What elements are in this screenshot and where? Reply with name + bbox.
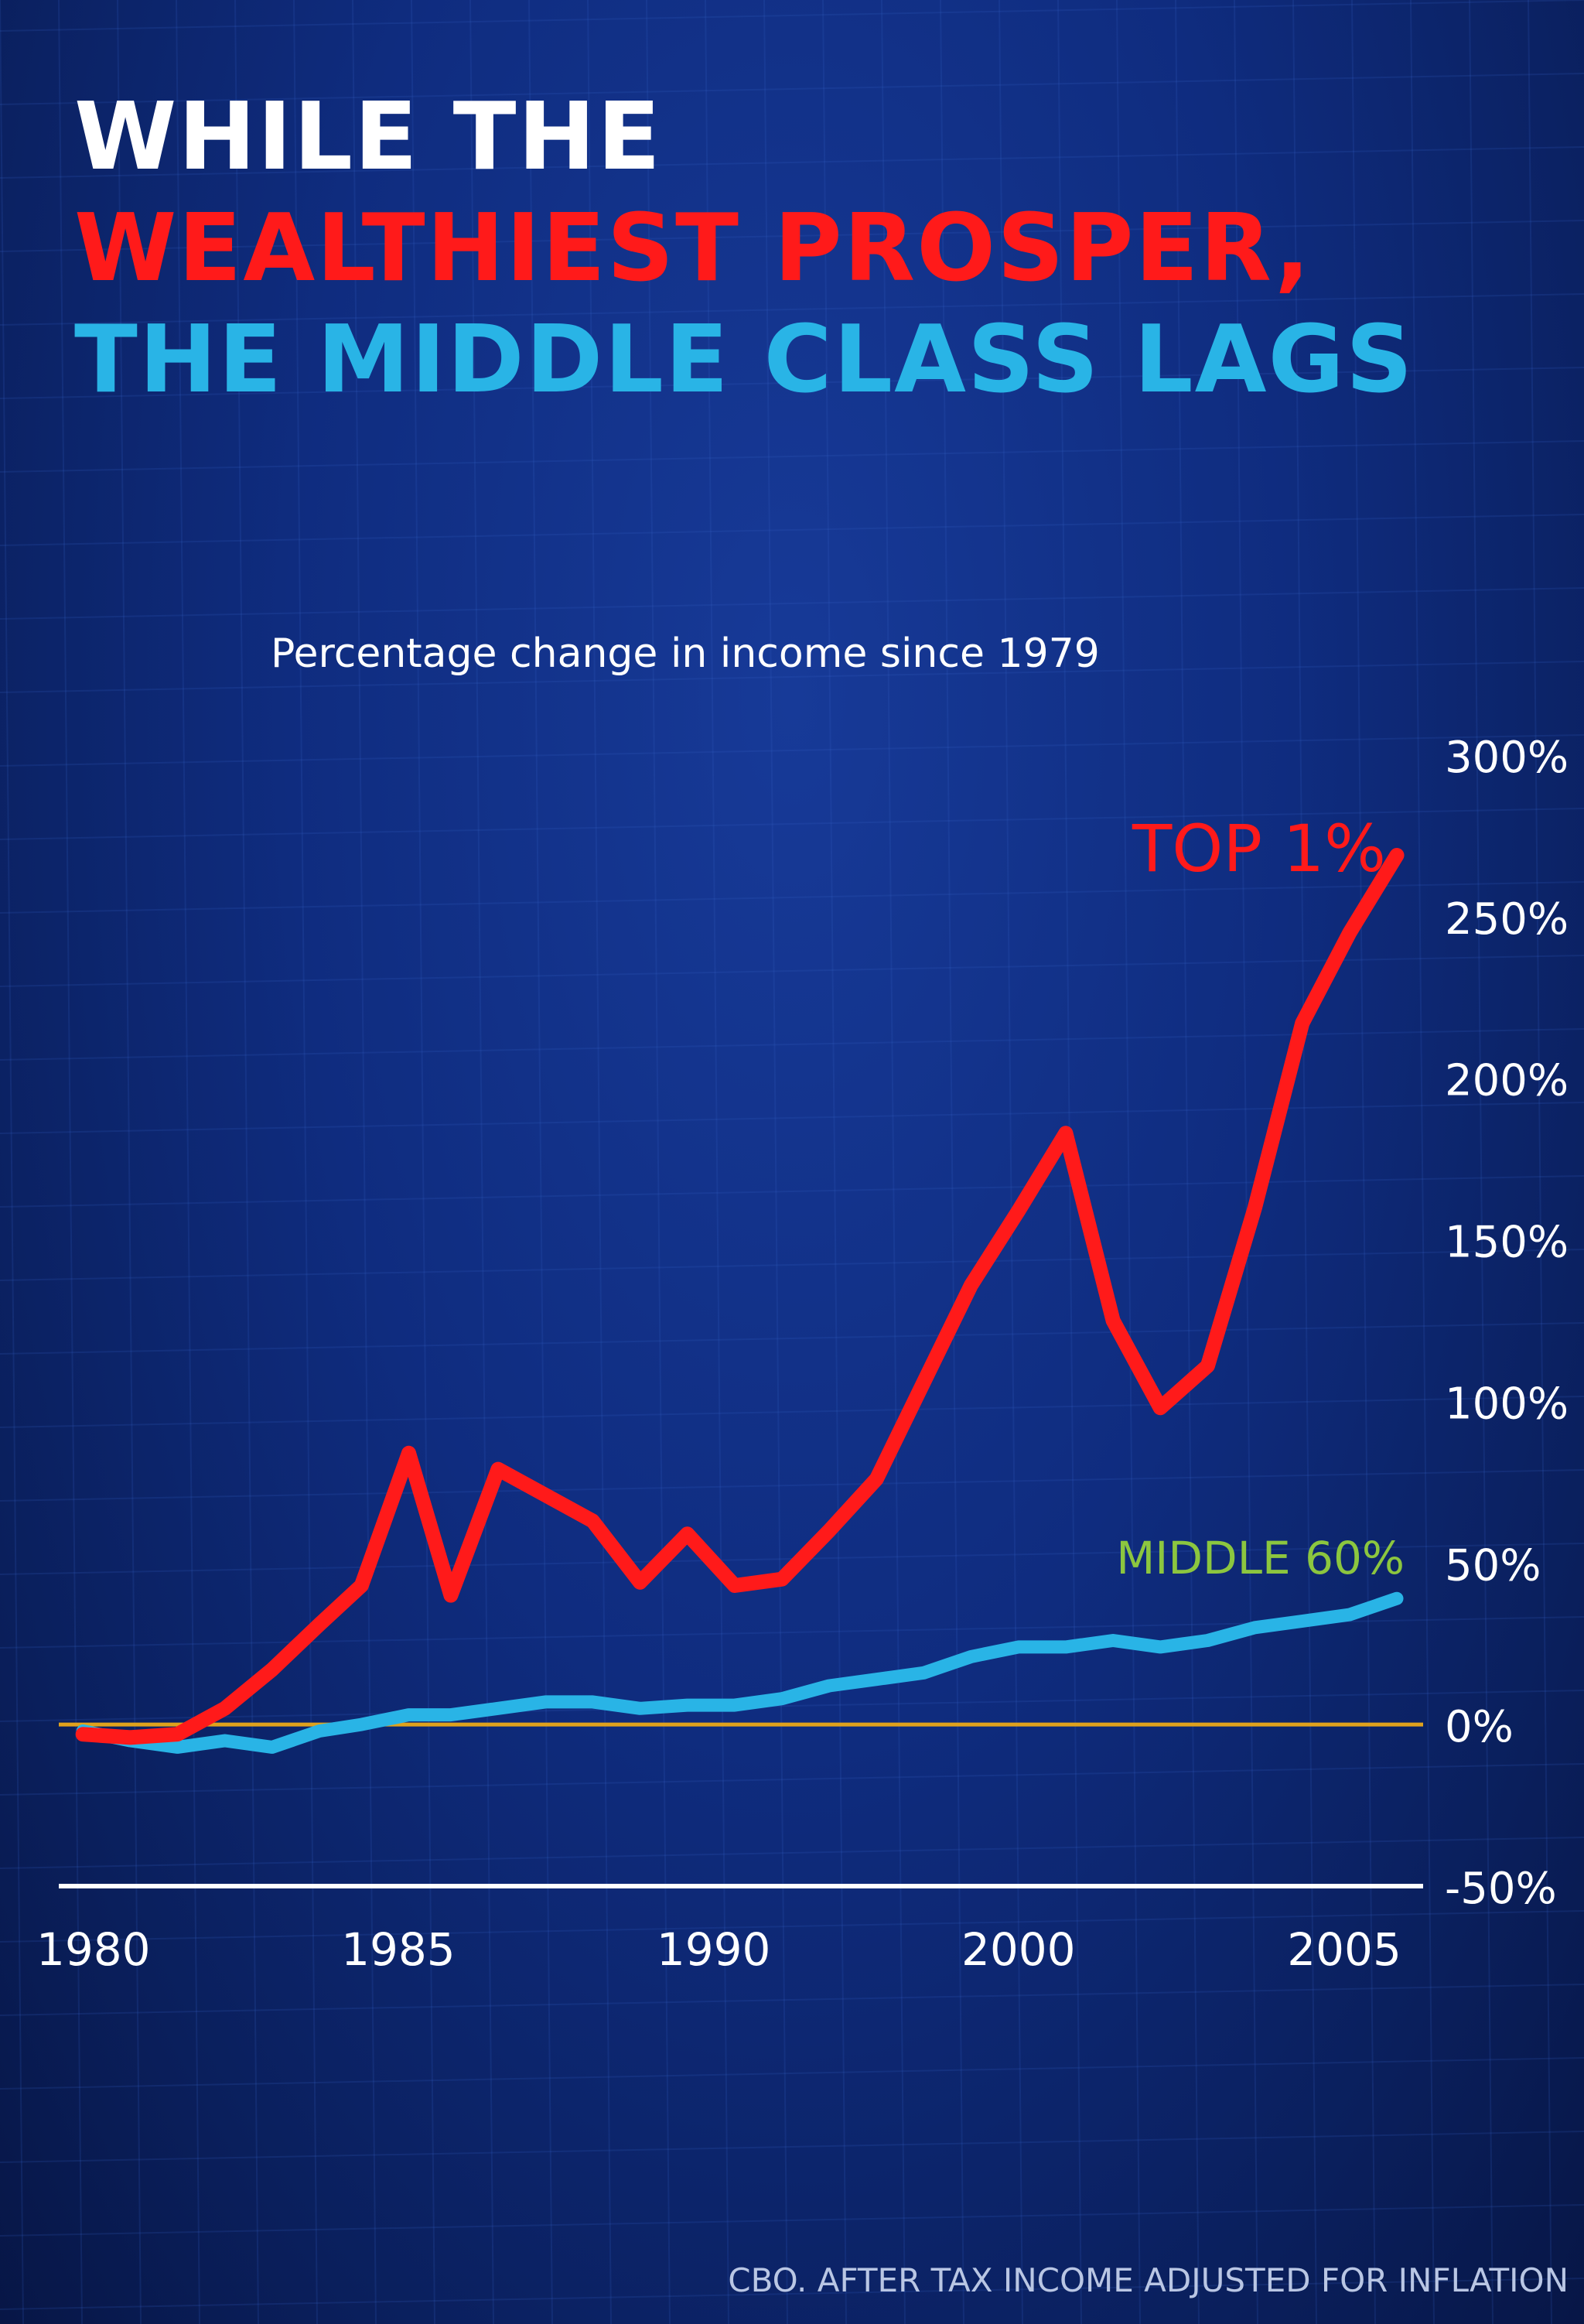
grid-line-horizontal xyxy=(0,808,1584,840)
grid-line-horizontal xyxy=(0,1249,1584,1281)
x-tick-label: 2005 xyxy=(1287,1923,1401,1976)
grid-line-vertical xyxy=(1528,0,1552,2324)
x-axis-ticks: 1980 1985 1990 2000 2005 xyxy=(36,1923,1401,1976)
grid-line-horizontal xyxy=(0,734,1584,767)
grid-line-horizontal xyxy=(0,440,1584,473)
grid-line-vertical xyxy=(1410,0,1435,2324)
grid-line-vertical xyxy=(58,0,83,2324)
grid-line-horizontal xyxy=(0,2131,1584,2163)
grid-line-vertical xyxy=(1175,0,1200,2324)
grid-line-horizontal xyxy=(0,146,1584,179)
source-note: CBO. AFTER TAX INCOME ADJUSTED FOR INFLA… xyxy=(728,2261,1569,2299)
grid-line-horizontal xyxy=(0,1763,1584,1796)
grid-line-horizontal xyxy=(0,220,1584,252)
grid-line-horizontal xyxy=(0,1102,1584,1134)
grid-line-vertical xyxy=(999,0,1023,2324)
x-tick-label: 1980 xyxy=(36,1923,151,1976)
headline-line-1: WHILE THE xyxy=(74,84,662,191)
series-line-top-1 xyxy=(75,848,1405,1745)
grid-line-vertical xyxy=(1116,0,1141,2324)
y-axis-ticks: 300% 250% 200% 150% 100% 50% 0% -50% xyxy=(1445,733,1569,1914)
series-label-middle-60: MIDDLE 60% xyxy=(1116,1532,1405,1584)
grid-line-vertical xyxy=(646,0,671,2324)
y-tick-label: 150% xyxy=(1445,1218,1569,1268)
grid-line-vertical xyxy=(1351,0,1376,2324)
grid-line-horizontal xyxy=(0,367,1584,399)
grid-line-vertical xyxy=(352,0,377,2324)
y-tick-label: 200% xyxy=(1445,1056,1569,1106)
grid-line-horizontal xyxy=(0,73,1584,105)
grid-line-horizontal xyxy=(0,0,1584,32)
grid-line-horizontal xyxy=(0,661,1584,693)
grid-line-horizontal xyxy=(0,1028,1584,1061)
x-tick-label: 1990 xyxy=(657,1923,771,1976)
series-line-middle-60 xyxy=(76,1591,1404,1754)
grid-line-vertical xyxy=(763,0,788,2324)
grid-line-horizontal xyxy=(0,955,1584,987)
grid-line-vertical xyxy=(176,0,200,2324)
grid-line-horizontal xyxy=(0,2204,1584,2237)
grid-line-vertical xyxy=(293,0,318,2324)
grid-line-vertical xyxy=(881,0,906,2324)
grid-line-horizontal xyxy=(0,1984,1584,2016)
grid-line-vertical xyxy=(528,0,553,2324)
grid-line-horizontal xyxy=(0,1690,1584,1722)
chart-title: Percentage change in income since 1979 xyxy=(271,631,1100,677)
grid-line-vertical xyxy=(940,0,964,2324)
grid-line-vertical xyxy=(587,0,612,2324)
grid-line-horizontal xyxy=(0,881,1584,914)
grid-line-horizontal xyxy=(0,587,1584,620)
series-label-top-1: TOP 1% xyxy=(1132,811,1386,887)
grid-line-horizontal xyxy=(0,2057,1584,2090)
y-tick-label: 250% xyxy=(1445,894,1569,945)
grid-line-horizontal xyxy=(0,293,1584,326)
grid-line-horizontal xyxy=(0,1322,1584,1355)
grid-line-vertical xyxy=(411,0,435,2324)
grid-line-vertical xyxy=(117,0,142,2324)
grid-line-vertical xyxy=(705,0,729,2324)
grid-line-horizontal xyxy=(0,2278,1584,2310)
grid-line-horizontal xyxy=(0,514,1584,546)
x-tick-label: 2000 xyxy=(961,1923,1076,1976)
x-tick-label: 1985 xyxy=(341,1923,456,1976)
grid-line-vertical xyxy=(1234,0,1258,2324)
grid-line-vertical xyxy=(822,0,847,2324)
grid-line-horizontal xyxy=(0,1837,1584,1869)
grid-line-vertical xyxy=(1469,0,1494,2324)
grid-line-vertical xyxy=(234,0,259,2324)
grid-line-vertical xyxy=(469,0,494,2324)
grid-line-vertical xyxy=(1292,0,1317,2324)
y-tick-label: -50% xyxy=(1445,1864,1557,1914)
y-tick-label: 100% xyxy=(1445,1379,1569,1429)
y-tick-label: 50% xyxy=(1445,1540,1541,1591)
grid-line-horizontal xyxy=(0,1396,1584,1428)
grid-line-horizontal xyxy=(0,1175,1584,1208)
y-tick-label: 0% xyxy=(1445,1702,1514,1752)
headline-line-3: THE MIDDLE CLASS LAGS xyxy=(74,306,1415,414)
grid-line-horizontal xyxy=(0,1469,1584,1502)
grid-line-vertical xyxy=(0,0,24,2324)
grid-line-horizontal xyxy=(0,1910,1584,1943)
headline-line-2: WEALTHIEST PROSPER, xyxy=(74,195,1312,302)
y-tick-label: 300% xyxy=(1445,733,1569,783)
